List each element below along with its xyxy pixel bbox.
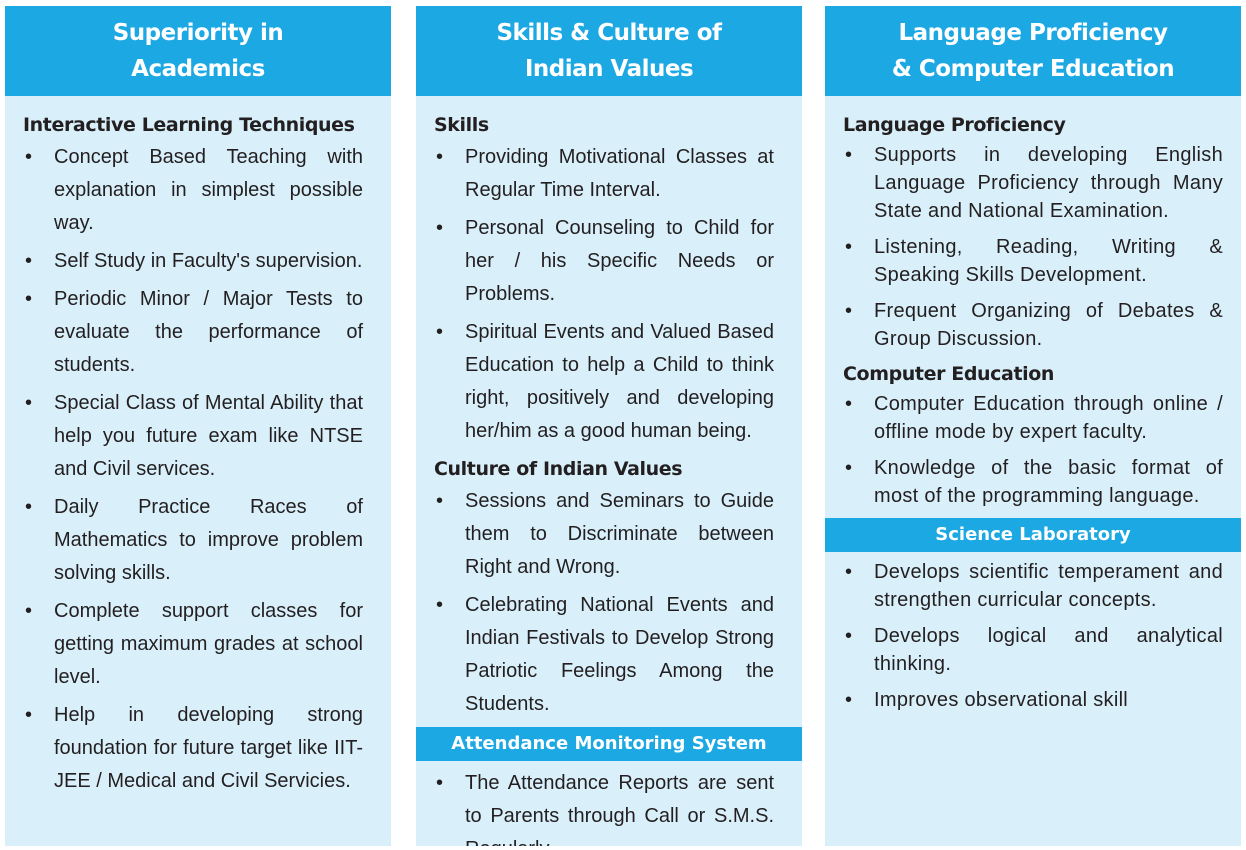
list-item: • Spiritual Events and Valued Based Educa…	[434, 316, 774, 448]
bullet-icon: •	[25, 704, 33, 726]
list-item: • Help in developing strong foundation fo…	[23, 699, 363, 798]
list-item: • Concept Based Teaching with explanation…	[23, 141, 363, 240]
bullet-icon: •	[845, 236, 853, 258]
skills-culture-column: Skills & Culture of Indian Values Skills…	[416, 6, 802, 846]
list-item-text: Special Class of Mental Ability that hel…	[54, 392, 363, 480]
list-item: • Providing Motivational Classes at Regul…	[434, 141, 774, 207]
bullet-icon: •	[436, 321, 444, 343]
list-item-text: Periodic Minor / Major Tests to evaluate…	[54, 288, 363, 376]
section-band: Science Laboratory	[825, 518, 1241, 552]
list-item: • Develops logical and analytical thinkin…	[843, 622, 1223, 678]
list-item-text: Knowledge of the basic format of most of…	[874, 457, 1223, 507]
column-title-line1: Superiority in	[112, 20, 284, 46]
bullet-icon: •	[845, 689, 853, 711]
bullet-icon: •	[436, 146, 444, 168]
list-item-text: The Attendance Reports are sent to Paren…	[465, 772, 774, 846]
column-title-line1: Skills & Culture of	[496, 20, 722, 46]
list-item-text: Frequent Organizing of Debates & Group D…	[874, 300, 1223, 350]
bullet-icon: •	[25, 146, 33, 168]
bullet-icon: •	[436, 217, 444, 239]
list-item: • Frequent Organizing of Debates & Group …	[843, 297, 1223, 353]
bullet-icon: •	[25, 496, 33, 518]
bullet-icon: •	[845, 144, 853, 166]
column-title-line2: Academics	[131, 56, 265, 82]
bullet-list: • Providing Motivational Classes at Regul…	[434, 141, 774, 448]
column-title-line1: Language Proficiency	[898, 20, 1168, 46]
bullet-list: • Supports in developing English Language…	[843, 141, 1223, 353]
list-item-text: Listening, Reading, Writing & Speaking S…	[874, 236, 1223, 286]
language-computer-column: Language Proficiency & Computer Educatio…	[825, 6, 1241, 846]
list-item: • Self Study in Faculty's supervision.	[23, 245, 363, 278]
list-item: • Knowledge of the basic format of most o…	[843, 454, 1223, 510]
column-header: Skills & Culture of Indian Values	[416, 6, 802, 96]
bullet-list: • Concept Based Teaching with explanation…	[23, 141, 363, 798]
list-item: • Develops scientific temperament and str…	[843, 558, 1223, 614]
bullet-icon: •	[845, 561, 853, 583]
bullet-list: • Sessions and Seminars to Guide them to …	[434, 485, 774, 721]
column-title-line2: Indian Values	[524, 56, 694, 82]
section-heading: Interactive Learning Techniques	[23, 114, 355, 136]
list-item: • Complete support classes for getting ma…	[23, 595, 363, 694]
list-item-text: Complete support classes for getting max…	[54, 600, 363, 688]
list-item-text: Daily Practice Races of Mathematics to i…	[54, 496, 363, 584]
list-item-text: Celebrating National Events and Indian F…	[465, 594, 774, 715]
list-item-text: Concept Based Teaching with explanation …	[54, 146, 363, 234]
list-item-text: Spiritual Events and Valued Based Educat…	[465, 321, 774, 442]
list-item-text: Improves observational skill	[874, 689, 1129, 711]
bullet-list: • Computer Education through online / off…	[843, 390, 1223, 510]
bullet-icon: •	[25, 288, 33, 310]
bullet-list: • Develops scientific temperament and str…	[843, 558, 1223, 714]
list-item: • Personal Counseling to Child for her / …	[434, 212, 774, 311]
bullet-icon: •	[25, 600, 33, 622]
list-item-text: Personal Counseling to Child for her / h…	[465, 217, 774, 305]
list-item-text: Supports in developing English Language …	[874, 144, 1223, 222]
list-item-text: Computer Education through online / offl…	[874, 393, 1223, 443]
list-item: • Sessions and Seminars to Guide them to …	[434, 485, 774, 584]
list-item-text: Providing Motivational Classes at Regula…	[465, 146, 774, 201]
section-heading: Culture of Indian Values	[434, 458, 683, 480]
bullet-icon: •	[436, 594, 444, 616]
bullet-icon: •	[845, 457, 853, 479]
list-item-text: Self Study in Faculty's supervision.	[54, 250, 363, 272]
list-item: • Periodic Minor / Major Tests to evaluat…	[23, 283, 363, 382]
section-heading: Computer Education	[843, 363, 1055, 385]
list-item: • Improves observational skill	[843, 686, 1223, 714]
academics-column: Superiority in Academics Interactive Lea…	[5, 6, 391, 846]
section-heading: Language Proficiency	[843, 114, 1066, 136]
bullet-icon: •	[25, 250, 33, 272]
bullet-list: • The Attendance Reports are sent to Pare…	[434, 767, 774, 846]
bullet-icon: •	[845, 300, 853, 322]
bullet-icon: •	[845, 393, 853, 415]
list-item: • Computer Education through online / off…	[843, 390, 1223, 446]
list-item: • Special Class of Mental Ability that he…	[23, 387, 363, 486]
list-item: • Listening, Reading, Writing & Speaking …	[843, 233, 1223, 289]
column-title-line2: & Computer Education	[891, 56, 1175, 82]
list-item: • The Attendance Reports are sent to Pare…	[434, 767, 774, 846]
section-heading: Skills	[434, 114, 489, 136]
list-item-text: Sessions and Seminars to Guide them to D…	[465, 490, 774, 578]
list-item-text: Develops scientific temperament and stre…	[874, 561, 1223, 611]
bullet-icon: •	[436, 772, 444, 794]
list-item: • Daily Practice Races of Mathematics to …	[23, 491, 363, 590]
column-header: Language Proficiency & Computer Educatio…	[825, 6, 1241, 96]
list-item: • Supports in developing English Language…	[843, 141, 1223, 225]
list-item-text: Develops logical and analytical thinking…	[874, 625, 1223, 675]
section-band: Attendance Monitoring System	[416, 727, 802, 761]
bullet-icon: •	[25, 392, 33, 414]
list-item-text: Help in developing strong foundation for…	[54, 704, 363, 792]
list-item: • Celebrating National Events and Indian …	[434, 589, 774, 721]
column-header: Superiority in Academics	[5, 6, 391, 96]
bullet-icon: •	[436, 490, 444, 512]
bullet-icon: •	[845, 625, 853, 647]
